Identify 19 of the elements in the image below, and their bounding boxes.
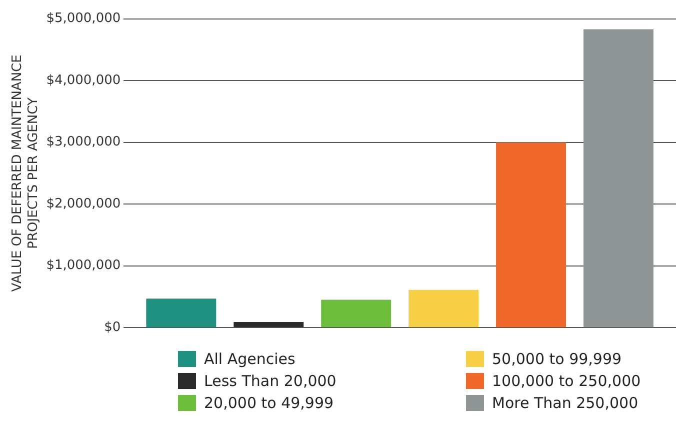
y-tick-label: $0 — [104, 320, 121, 335]
bar — [583, 29, 654, 328]
y-tick-label: $2,000,000 — [46, 196, 121, 212]
legend-label: 50,000 to 99,999 — [492, 350, 622, 368]
y-tick-label: $3,000,000 — [46, 134, 121, 150]
legend-label: 20,000 to 49,999 — [204, 394, 334, 412]
bar — [496, 142, 566, 328]
bar — [146, 298, 216, 328]
bar — [321, 300, 392, 328]
y-tick-label: $5,000,000 — [46, 11, 121, 26]
y-tick-label: $4,000,000 — [46, 72, 121, 88]
legend-label: 100,000 to 250,000 — [492, 372, 641, 390]
legend-label: All Agencies — [204, 350, 296, 368]
legend-label: Less Than 20,000 — [204, 372, 336, 390]
bar — [408, 290, 479, 328]
y-tick-label: $1,000,000 — [46, 258, 121, 274]
legend-label: More Than 250,000 — [492, 394, 638, 412]
bar — [234, 322, 304, 328]
y-axis-title: VALUE OF DEFERRED MAINTENANCE PROJECTS PER AGENCY — [10, 54, 41, 292]
